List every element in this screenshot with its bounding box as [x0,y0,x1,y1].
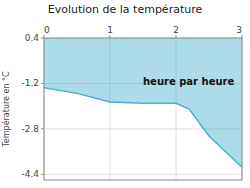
y-axis: 0.4 -1.2 -2.8 -4.4 [21,33,44,179]
x-tick [110,35,111,38]
x-tick-label: 2 [173,25,179,35]
y-tick [41,128,44,129]
chart: 0 1 2 3 0.4 -1.2 -2.8 -4.4 Température en °C Evol… [0,0,250,188]
data-group [44,38,242,167]
y-tick-label: -2.8 [21,124,39,134]
x-tick-label: 1 [107,25,113,35]
y-tick-label: -1.2 [21,78,39,88]
y-tick [41,38,44,39]
y-axis-label: Température en °C [1,71,11,148]
grid-line-y [44,174,242,175]
title: Evolution de la température [48,3,203,16]
y-tick [41,174,44,175]
y-tick-label: 0.4 [25,33,40,43]
x-tick-label: 0 [44,25,50,35]
y-tick-label: -4.4 [21,169,39,179]
x-tick [176,35,177,38]
annotation: heure par heure [143,76,234,87]
x-tick [242,35,243,38]
line [44,88,242,168]
x-axis: 0 1 2 3 [44,25,242,38]
area-fill [44,38,242,167]
x-tick-label: 3 [236,25,242,35]
chart-container: 0 1 2 3 0.4 -1.2 -2.8 -4.4 Température en °C Evol… [0,0,250,188]
grid [44,38,242,180]
y-tick [41,83,44,84]
plot-frame [44,38,242,180]
